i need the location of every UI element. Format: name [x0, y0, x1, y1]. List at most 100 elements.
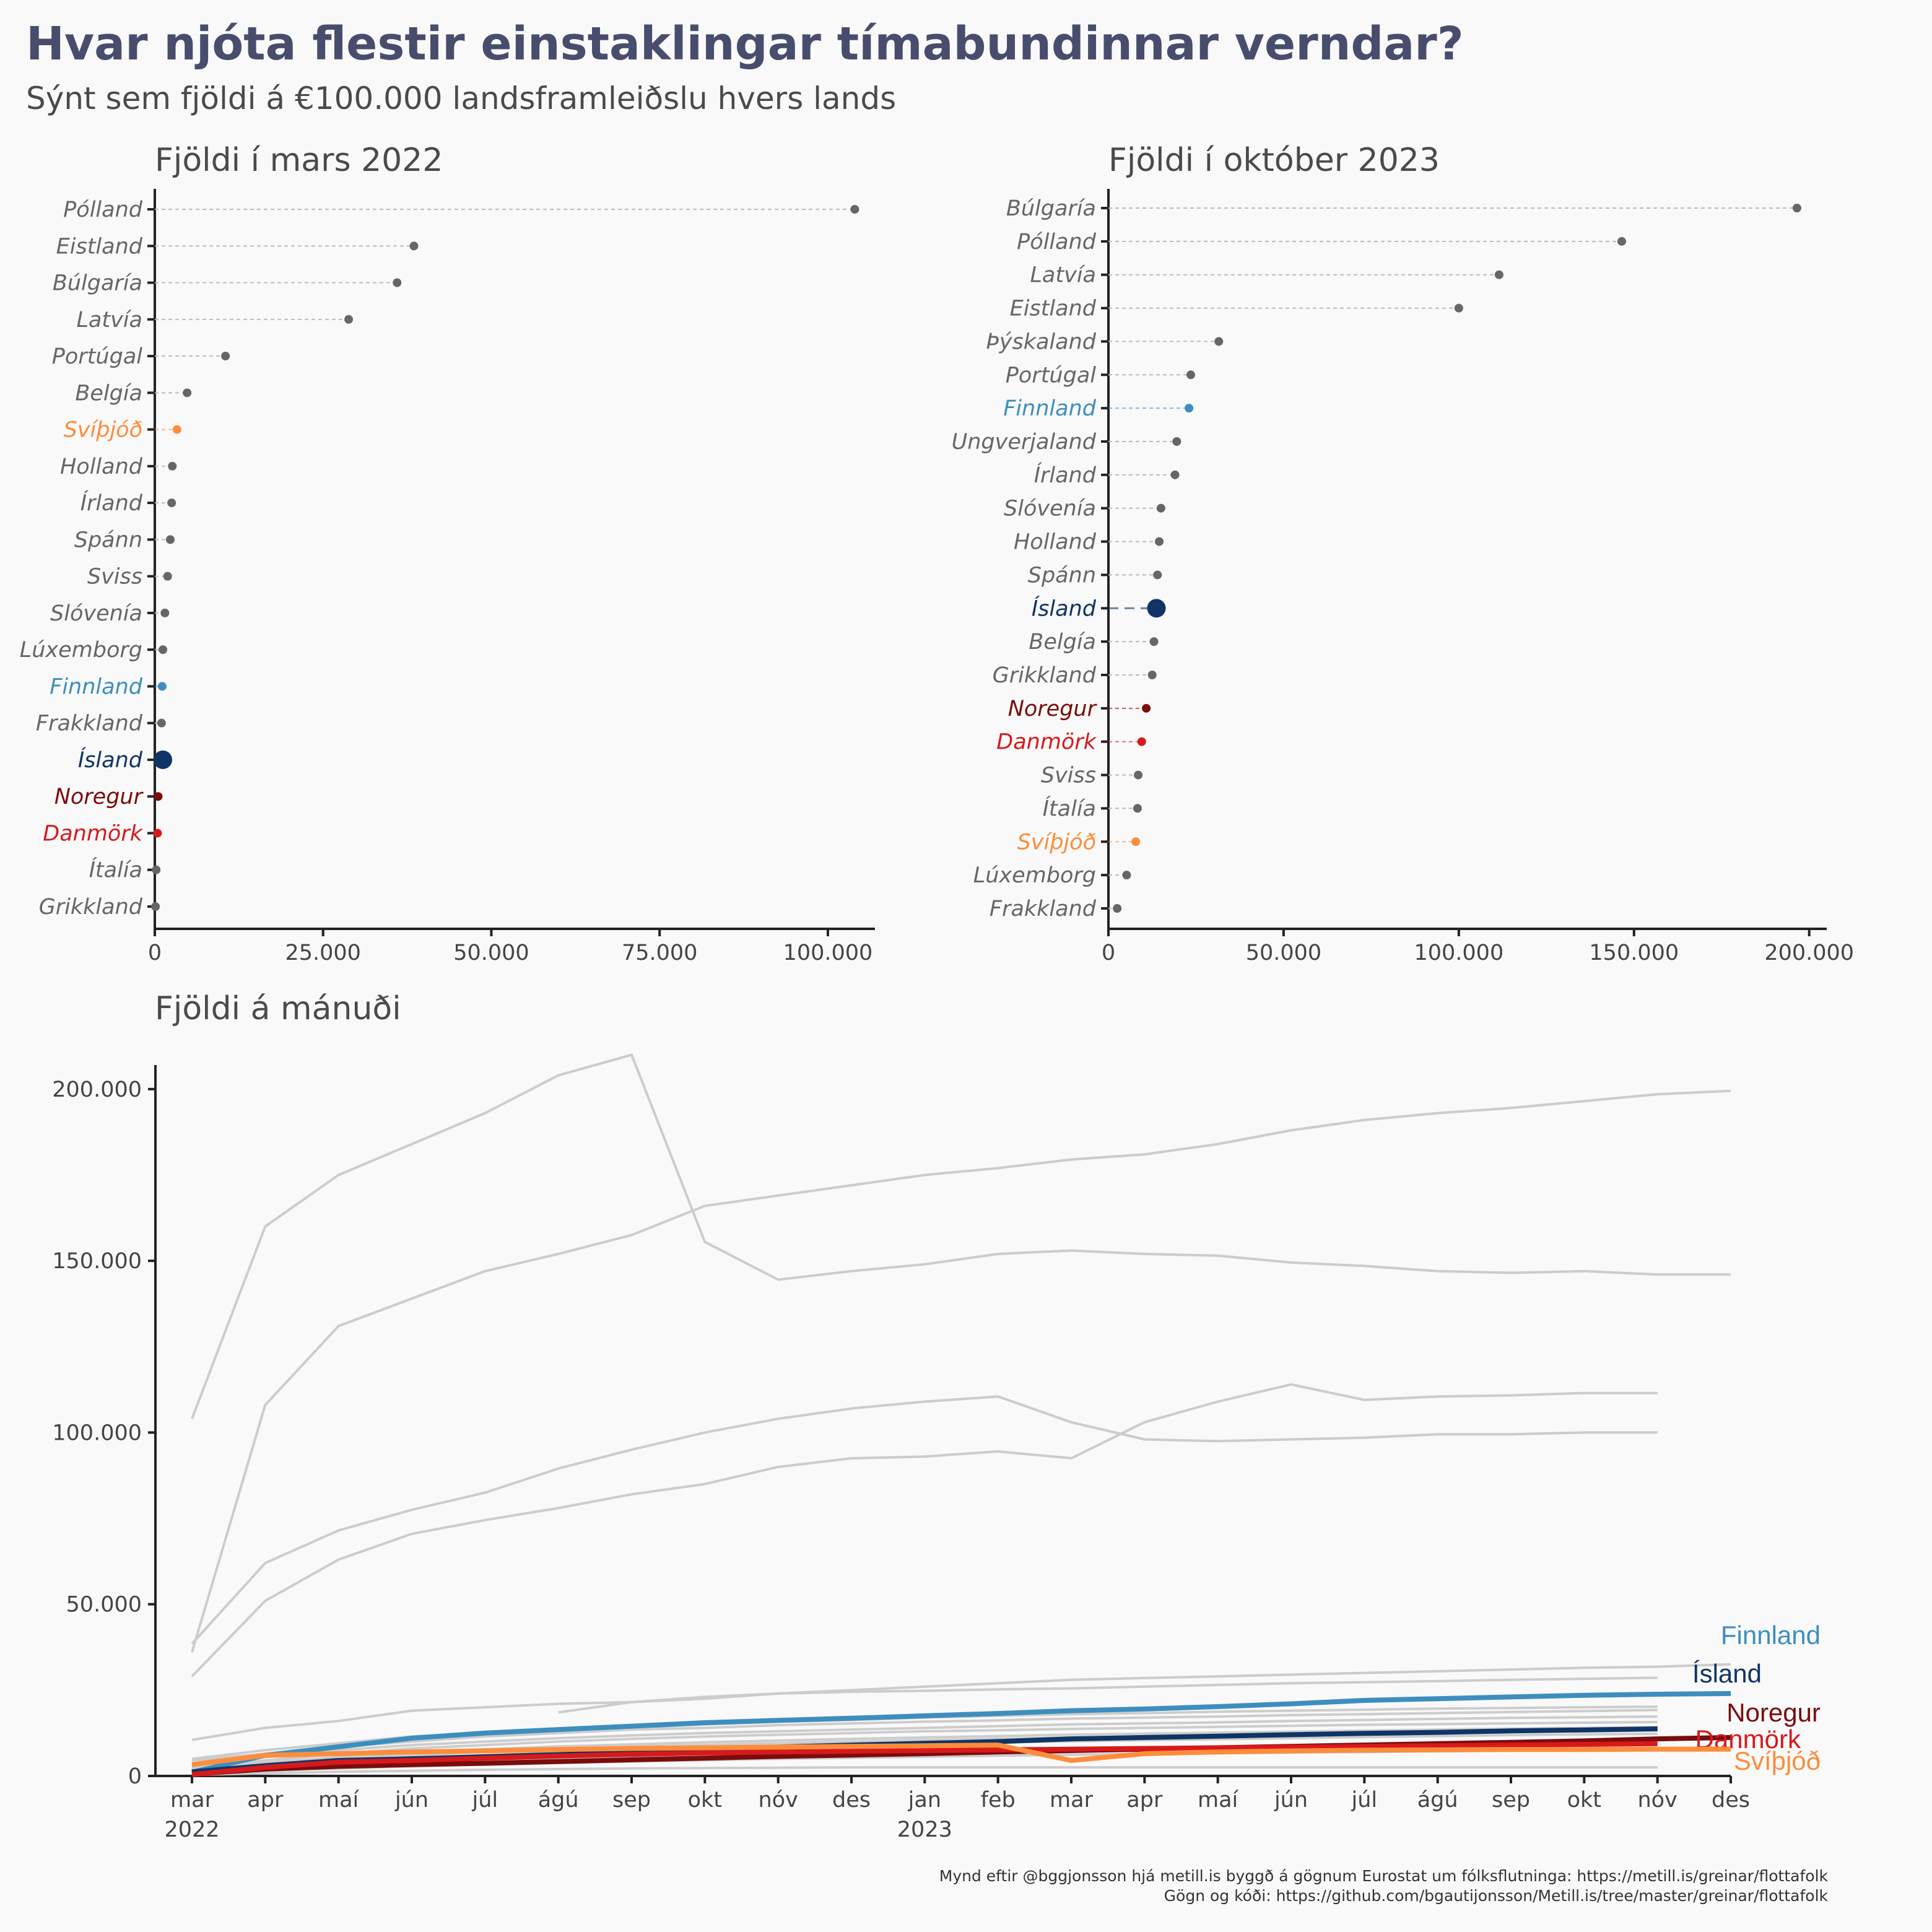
series-label-svithjod: Svíþjóð [1734, 1746, 1821, 1775]
category-label-polland: Pólland [63, 198, 143, 222]
dot-chart-oktober-2023: Fjöldi í október 2023 0 50.000 100.000 150.0… [952, 142, 1854, 965]
caption-line-2: Gögn og kóði: https://github.com/bgautij… [1164, 1887, 1828, 1905]
category-label-finnland: Finnland [1003, 396, 1097, 421]
x-tick-label: 150.000 [1589, 941, 1679, 965]
dot-polland [1617, 237, 1626, 246]
source-caption: Mynd eftir @bggjonsson hjá metill.is byg… [939, 1866, 1828, 1906]
dot-finnland [157, 682, 167, 691]
dot-island [1147, 599, 1166, 618]
category-label-slovenia: Slóvenía [50, 601, 142, 626]
category-label-portugal: Portúgal [52, 344, 142, 369]
category-label-spann: Spánn [1028, 563, 1096, 588]
category-label-thyskaland: Þýskaland [986, 329, 1096, 354]
background-series-line-8 [191, 1708, 1658, 1762]
x-tick-label: nóv [1638, 1788, 1677, 1812]
dot-luxemborg [1122, 871, 1131, 880]
background-series-line-2 [191, 1089, 1731, 1653]
dot-belgia [183, 388, 192, 398]
background-series-line-16 [191, 1766, 1658, 1777]
dot-slovenia [160, 608, 170, 617]
x-tick-label: maí [318, 1788, 360, 1812]
background-series-line-3 [191, 1395, 1658, 1645]
dot-irland [167, 498, 176, 508]
dot-bulgaria [393, 278, 402, 287]
x-tick-label: jún [1274, 1788, 1308, 1812]
category-label-luxemborg: Lúxemborg [973, 863, 1096, 888]
dot-svithjod [172, 425, 181, 434]
y-tick-label: 200.000 [52, 1077, 142, 1102]
dot-danmork [1137, 737, 1146, 746]
category-label-slovenia: Slóvenía [1004, 497, 1096, 521]
category-label-eistland: Eistland [56, 234, 143, 259]
category-label-irland: Írland [1034, 462, 1097, 488]
category-label-grikkland: Grikkland [993, 663, 1097, 688]
dot-bulgaria [1792, 204, 1801, 212]
dot-latvia [344, 315, 354, 324]
series-label-noregur: Noregur [1726, 1698, 1821, 1727]
dot-holland [1155, 537, 1164, 546]
category-label-italia: Ítalía [89, 857, 142, 883]
y-tick-label: 150.000 [52, 1249, 142, 1274]
category-label-island: Ísland [78, 747, 143, 773]
dot-finnland [1185, 404, 1194, 413]
dot-noregur [154, 792, 163, 801]
dot-belgia [1149, 637, 1159, 646]
category-label-sviss: Sviss [87, 565, 142, 590]
dot-frakkland [157, 718, 166, 728]
dot-eistland [1454, 303, 1463, 313]
series-label-finnland: Finnland [1721, 1621, 1821, 1650]
x-tick-label: mar [1050, 1788, 1094, 1812]
category-label-latvia: Latvía [76, 308, 142, 333]
caption-line-1: Mynd eftir @bggjonsson hjá metill.is byg… [939, 1867, 1828, 1885]
dot-portugal [1186, 370, 1195, 380]
category-label-belgia: Belgía [1029, 630, 1096, 655]
x-tick-label: júl [1351, 1788, 1378, 1812]
dot-eistland [409, 242, 419, 251]
x-year-label: 2023 [897, 1817, 952, 1842]
category-label-spann: Spánn [74, 528, 142, 552]
category-label-bulgaria: Búlgaría [53, 271, 142, 296]
dot-portugal [221, 352, 230, 361]
dot-chart-mars-2022: Fjöldi í mars 2022 0 25.000 50.000 75.000 100… [20, 142, 875, 965]
page-subtitle: Sýnt sem fjöldi á €100.000 landsframleið… [26, 80, 897, 116]
category-label-island: Ísland [1032, 595, 1097, 621]
series-line-danmork [191, 1741, 1658, 1777]
category-label-belgia: Belgía [75, 381, 142, 406]
category-label-danmork: Danmörk [43, 821, 143, 846]
dot-italia [1133, 804, 1142, 813]
x-tick-label: maí [1198, 1788, 1239, 1812]
x-tick-label: mar [170, 1788, 214, 1812]
line-chart-monthly: Fjöldi á mánuði 0 50.000 100.000 150.000 200.… [52, 990, 1821, 1842]
x-tick-label: apr [247, 1788, 284, 1812]
x-tick-label: 75.000 [622, 941, 697, 965]
background-series-line-10 [191, 1720, 1658, 1769]
x-tick-label: 50.000 [453, 941, 529, 965]
background-series-line-4 [191, 1383, 1658, 1677]
y-tick-label: 100.000 [52, 1421, 142, 1445]
page-title: Hvar njóta flestir einstaklingar tímabun… [26, 17, 1464, 71]
category-label-holland: Holland [1014, 530, 1097, 555]
panel-title: Fjöldi á mánuði [155, 990, 401, 1027]
x-tick-label: des [1712, 1788, 1750, 1812]
x-tick-label: ágú [538, 1788, 579, 1812]
x-tick-label: 50.000 [1246, 941, 1321, 965]
category-label-svithjod: Svíþjóð [64, 418, 142, 443]
dot-spann [1153, 570, 1162, 580]
x-tick-label: sep [612, 1788, 651, 1812]
dot-sviss [163, 572, 172, 581]
category-label-svithjod: Svíþjóð [1017, 830, 1096, 855]
panel-title: Fjöldi í október 2023 [1108, 142, 1440, 179]
dot-spann [165, 535, 175, 544]
category-label-noregur: Noregur [54, 785, 144, 809]
x-tick-label: feb [981, 1788, 1016, 1812]
dot-grikkland [151, 902, 160, 911]
x-year-label: 2022 [164, 1817, 219, 1842]
panel-title: Fjöldi í mars 2022 [155, 142, 443, 179]
x-tick-label: 100.000 [1414, 941, 1503, 965]
dot-sviss [1134, 770, 1143, 780]
category-label-eistland: Eistland [1010, 297, 1097, 321]
dot-italia [152, 865, 161, 874]
category-label-latvia: Latvía [1030, 263, 1096, 288]
x-tick-label: 0 [148, 941, 162, 965]
